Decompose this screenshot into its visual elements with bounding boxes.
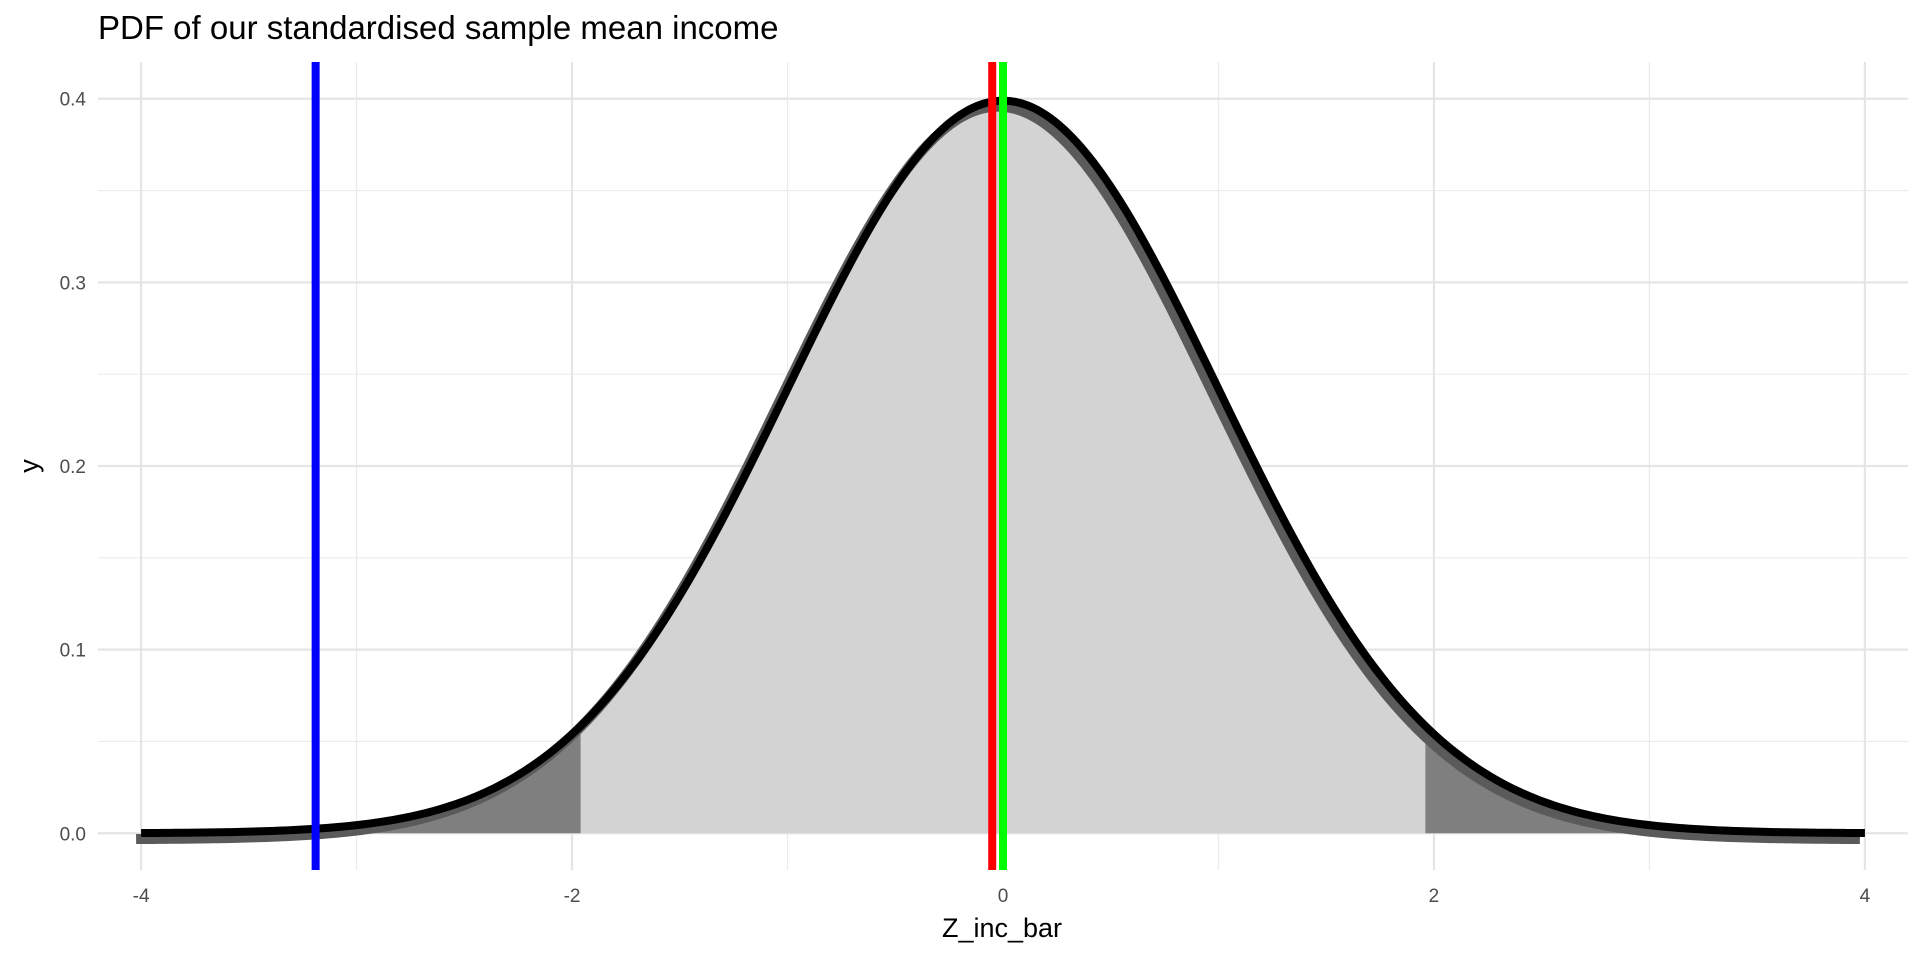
chart-title: PDF of our standardised sample mean inco… — [98, 9, 779, 46]
y-tick-label: 0.1 — [60, 641, 86, 662]
y-axis-title: y — [14, 459, 44, 473]
reference-lines — [311, 62, 1007, 870]
x-tick-label: -2 — [564, 886, 581, 907]
y-tick-label: 0.4 — [60, 90, 87, 111]
density-curve-shadow — [135, 101, 1861, 845]
y-axis-ticks: 0.0 0.1 0.2 0.3 0.4 — [60, 90, 87, 846]
x-tick-label: -4 — [133, 886, 150, 907]
x-axis-ticks: -4 -2 0 2 4 — [133, 886, 1871, 907]
x-tick-label: 4 — [1860, 886, 1871, 907]
x-axis-title: Z_inc_bar — [942, 913, 1062, 943]
y-tick-label: 0.3 — [60, 273, 86, 294]
y-tick-label: 0.0 — [60, 824, 86, 845]
y-tick-label: 0.2 — [60, 457, 86, 478]
x-tick-label: 2 — [1429, 886, 1440, 907]
x-tick-label: 0 — [998, 886, 1009, 907]
